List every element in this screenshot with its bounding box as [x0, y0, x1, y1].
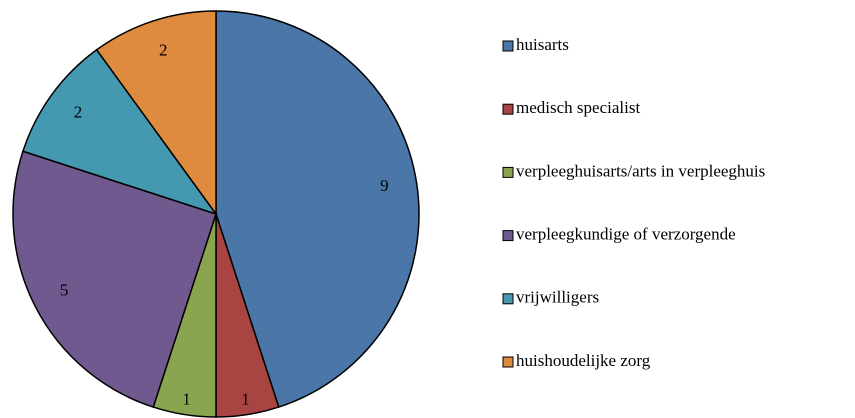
slice-label: 2: [74, 103, 83, 122]
legend-swatch: [502, 356, 514, 368]
legend-label: verpleegkundige of verzorgende: [516, 225, 736, 244]
legend-swatch: [502, 103, 514, 115]
slice-label: 5: [60, 280, 69, 299]
pie-slice: [95, 10, 217, 217]
legend-label: medisch specialist: [516, 98, 640, 117]
slice-label: 1: [241, 389, 250, 408]
legend-swatch: [502, 230, 514, 242]
legend-label: huisarts: [516, 35, 569, 54]
legend-swatch: [502, 40, 514, 52]
pie-slice: [12, 150, 217, 409]
slice-label: 9: [380, 176, 389, 195]
pie-slice: [21, 48, 218, 216]
slice-label: 1: [182, 389, 191, 408]
legend-label: verpleeghuisarts/arts in verpleeghuis: [516, 161, 765, 180]
slice-label: 2: [159, 41, 168, 60]
legend-swatch: [502, 293, 514, 305]
legend-label: huishoudelijke zorg: [516, 351, 651, 370]
pie-slice: [215, 10, 420, 409]
legend-swatch: [502, 166, 514, 178]
legend-label: vrijwilligers: [516, 288, 599, 307]
